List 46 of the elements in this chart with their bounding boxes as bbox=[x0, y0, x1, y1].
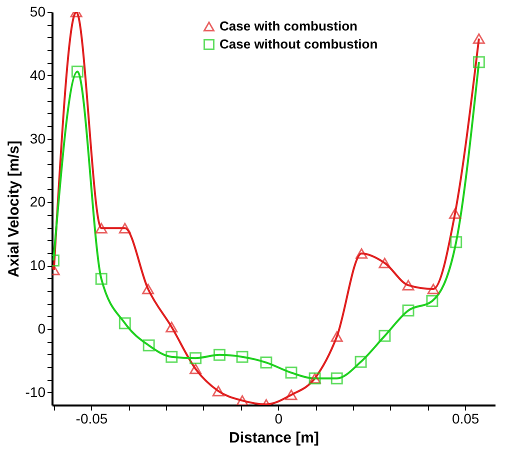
point bbox=[378, 258, 391, 268]
point bbox=[118, 317, 131, 330]
point bbox=[472, 33, 485, 44]
y-tick-label: 10 bbox=[30, 257, 46, 274]
x-tick-label: 0.05 bbox=[452, 410, 480, 426]
point bbox=[378, 330, 391, 342]
y-axis-title: Axial Velocity [m/s] bbox=[5, 140, 22, 278]
point bbox=[95, 272, 108, 285]
point bbox=[330, 331, 343, 342]
point bbox=[354, 356, 367, 368]
point bbox=[190, 364, 202, 374]
point bbox=[356, 248, 368, 259]
y-tick-label: 40 bbox=[30, 66, 46, 83]
point bbox=[95, 222, 108, 234]
point bbox=[450, 236, 462, 248]
legend-label: Case without combustion bbox=[220, 36, 378, 52]
legend-label: Case with combustion bbox=[220, 18, 358, 34]
point bbox=[426, 295, 438, 308]
y-tick-label: 20 bbox=[30, 194, 46, 210]
y-tick-label: 50 bbox=[30, 4, 46, 20]
y-tick-label: -10 bbox=[25, 384, 46, 400]
point bbox=[330, 372, 343, 384]
point bbox=[260, 356, 272, 369]
x-tick-label: -0.05 bbox=[76, 410, 108, 426]
point bbox=[449, 208, 461, 219]
point bbox=[142, 339, 155, 352]
point bbox=[166, 322, 178, 332]
y-tick-label: 30 bbox=[30, 130, 46, 146]
point bbox=[472, 56, 485, 68]
point bbox=[71, 66, 84, 78]
point bbox=[236, 395, 248, 405]
point bbox=[402, 304, 414, 317]
point bbox=[236, 350, 248, 363]
point bbox=[212, 386, 224, 396]
point bbox=[142, 284, 154, 294]
point bbox=[118, 222, 131, 234]
y-tick-label: 0 bbox=[38, 320, 46, 336]
x-axis-title: Distance [m] bbox=[228, 430, 320, 446]
point bbox=[285, 390, 298, 400]
point bbox=[285, 366, 298, 379]
point bbox=[166, 350, 178, 363]
point bbox=[427, 284, 440, 294]
point bbox=[213, 348, 226, 361]
point bbox=[190, 352, 202, 364]
x-tick-label: 0 bbox=[274, 410, 283, 426]
point bbox=[402, 280, 414, 290]
